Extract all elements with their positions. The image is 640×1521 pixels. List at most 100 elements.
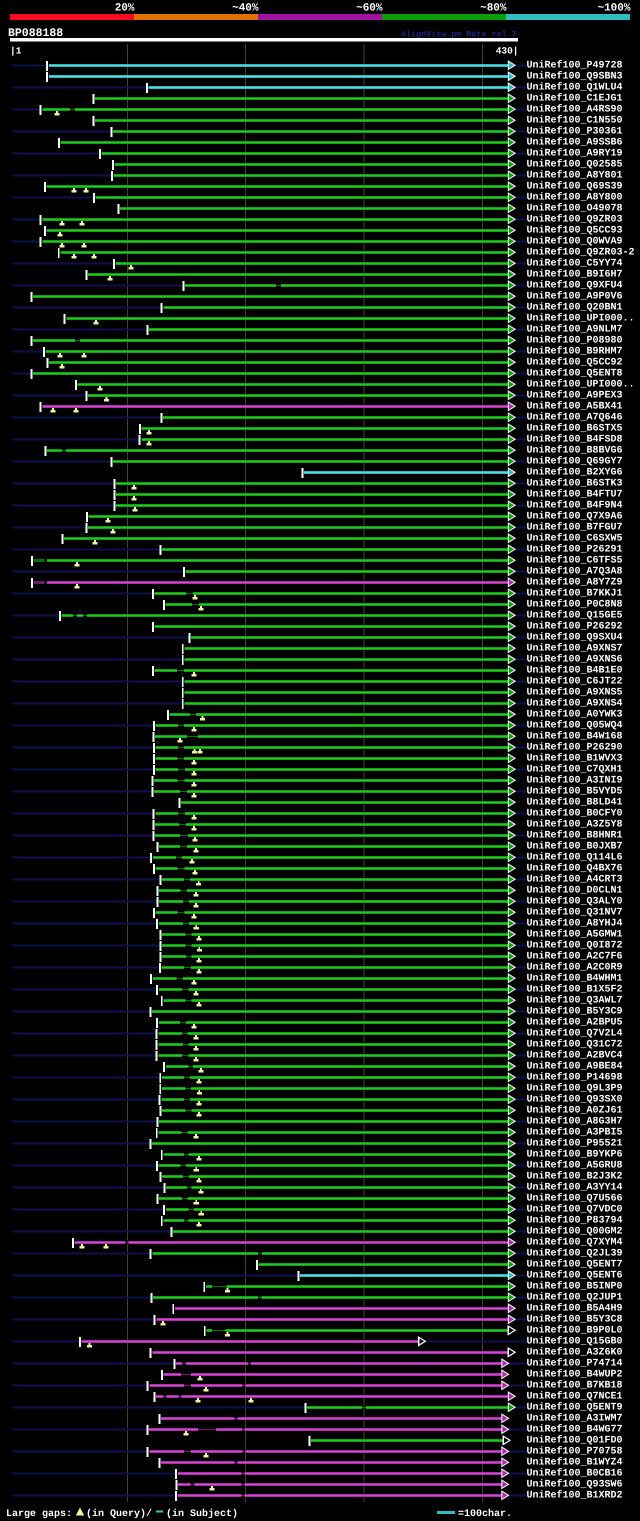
svg-text:UniRef100_Q4BX76: UniRef100_Q4BX76 [527,862,623,874]
svg-text:BP088188: BP088188 [8,27,63,40]
svg-text:UniRef100_C5YY74: UniRef100_C5YY74 [527,257,623,269]
svg-text:UniRef100_B4WG77: UniRef100_B4WG77 [527,1423,623,1435]
svg-text:UniRef100_B5Y3C8: UniRef100_B5Y3C8 [527,1313,623,1325]
svg-text:UniRef100_Q01FD0: UniRef100_Q01FD0 [527,1434,623,1446]
svg-text:UniRef100_A9XNS4: UniRef100_A9XNS4 [527,697,623,709]
svg-text:UniRef100_P95521: UniRef100_P95521 [527,1137,623,1149]
svg-text:UniRef100_Q5CC93: UniRef100_Q5CC93 [527,224,623,236]
svg-text:UniRef100_Q7VDC0: UniRef100_Q7VDC0 [527,1203,623,1215]
svg-text:(in Query)/: (in Query)/ [86,1508,152,1520]
svg-text:UniRef100_B5INP0: UniRef100_B5INP0 [527,1280,623,1292]
svg-text:UniRef100_P74714: UniRef100_P74714 [527,1357,623,1369]
svg-text:UniRef100_A9BE84: UniRef100_A9BE84 [527,1060,623,1072]
svg-text:UniRef100_A0ZJ61: UniRef100_A0ZJ61 [527,1104,623,1116]
svg-text:UniRef100_B4B1E0: UniRef100_B4B1E0 [527,664,623,676]
svg-text:UniRef100_C6JT22: UniRef100_C6JT22 [527,675,623,687]
svg-text:UniRef100_P30361: UniRef100_P30361 [527,125,623,137]
svg-text:UniRef100_A8Y7Z9: UniRef100_A8Y7Z9 [527,576,623,588]
svg-text:UniRef100_Q0WVA9: UniRef100_Q0WVA9 [527,235,623,247]
svg-text:UniRef100_B8HNR1: UniRef100_B8HNR1 [527,829,623,841]
svg-text:UniRef100_A5BX41: UniRef100_A5BX41 [527,400,623,412]
svg-text:UniRef100_P26292: UniRef100_P26292 [527,620,623,632]
svg-text:UniRef100_Q93SW6: UniRef100_Q93SW6 [527,1478,623,1490]
svg-text:UniRef100_B1WYZ4: UniRef100_B1WYZ4 [527,1456,623,1468]
svg-text:UniRef100_Q93SX0: UniRef100_Q93SX0 [527,1093,623,1105]
svg-text:UniRef100_Q69GY7: UniRef100_Q69GY7 [527,455,623,467]
svg-text:UniRef100_P83794: UniRef100_P83794 [527,1214,623,1226]
svg-text:UniRef100_Q20BN1: UniRef100_Q20BN1 [527,301,623,313]
svg-text:UniRef100_Q3AWL7: UniRef100_Q3AWL7 [527,994,623,1006]
svg-text:UniRef100_Q2JUP1: UniRef100_Q2JUP1 [527,1291,623,1303]
svg-text:UniRef100_Q9L3P9: UniRef100_Q9L3P9 [527,1082,623,1094]
svg-text:UniRef100_B0JXB7: UniRef100_B0JXB7 [527,840,623,852]
svg-text:UniRef100_C7QXH1: UniRef100_C7QXH1 [527,763,623,775]
svg-text:UniRef100_A9XNS7: UniRef100_A9XNS7 [527,642,623,654]
svg-text:UniRef100_B4FSD8: UniRef100_B4FSD8 [527,433,623,445]
svg-text:UniRef100_Q9ZR03-2: UniRef100_Q9ZR03-2 [527,246,635,258]
svg-text:UniRef100_P08980: UniRef100_P08980 [527,334,623,346]
svg-text:UniRef100_A3YY14: UniRef100_A3YY14 [527,1181,623,1193]
svg-text:UniRef100_A5GRU8: UniRef100_A5GRU8 [527,1159,623,1171]
svg-text:UniRef100_A9XNS5: UniRef100_A9XNS5 [527,686,623,698]
svg-text:UniRef100_C1N550: UniRef100_C1N550 [527,114,623,126]
svg-text:UniRef100_B1XRD2: UniRef100_B1XRD2 [527,1489,623,1501]
svg-text:UniRef100_Q00GM2: UniRef100_Q00GM2 [527,1225,623,1237]
svg-text:UniRef100_B7KKJ1: UniRef100_B7KKJ1 [527,587,623,599]
svg-text:UniRef100_Q0I872: UniRef100_Q0I872 [527,939,623,951]
svg-text:UniRef100_B5Y3C9: UniRef100_B5Y3C9 [527,1005,623,1017]
svg-text:UniRef100_B4FTU7: UniRef100_B4FTU7 [527,488,623,500]
svg-text:(in Subject): (in Subject) [166,1508,238,1520]
svg-text:UniRef100_Q1WLU4: UniRef100_Q1WLU4 [527,81,623,93]
svg-text:UniRef100_Q05WQ4: UniRef100_Q05WQ4 [527,719,623,731]
svg-text:UniRef100_Q3ALY0: UniRef100_Q3ALY0 [527,895,623,907]
svg-text:UniRef100_A5GMW1: UniRef100_A5GMW1 [527,928,623,940]
svg-text:UniRef100_A3Z6K0: UniRef100_A3Z6K0 [527,1346,623,1358]
svg-text:UniRef100_Q31C72: UniRef100_Q31C72 [527,1038,623,1050]
svg-text:UniRef100_A2BVC4: UniRef100_A2BVC4 [527,1049,623,1061]
svg-text:UniRef100_A9RY19: UniRef100_A9RY19 [527,147,623,159]
svg-text:UniRef100_B7KB18: UniRef100_B7KB18 [527,1379,623,1391]
svg-text:UniRef100_A2BPU5: UniRef100_A2BPU5 [527,1016,623,1028]
svg-text:UniRef100_B2XYG6: UniRef100_B2XYG6 [527,466,623,478]
svg-text:UniRef100_B7FGU7: UniRef100_B7FGU7 [527,521,623,533]
svg-text:UniRef100_A9XNS6: UniRef100_A9XNS6 [527,653,623,665]
svg-text:UniRef100_A3Z5Y8: UniRef100_A3Z5Y8 [527,818,623,830]
svg-text:UniRef100_B2J3K2: UniRef100_B2J3K2 [527,1170,623,1182]
svg-text:UniRef100_Q69S39: UniRef100_Q69S39 [527,180,623,192]
svg-text:UniRef100_B6STK3: UniRef100_B6STK3 [527,477,623,489]
svg-text:UniRef100_B1X5F2: UniRef100_B1X5F2 [527,983,623,995]
svg-text:UniRef100_A4RS90: UniRef100_A4RS90 [527,103,623,115]
svg-text:UniRef100_C1EJG1: UniRef100_C1EJG1 [527,92,623,104]
svg-text:UniRef100_Q5CC92: UniRef100_Q5CC92 [527,356,623,368]
svg-text:UniRef100_A3INI9: UniRef100_A3INI9 [527,774,623,786]
svg-text:UniRef100_Q7NCE1: UniRef100_Q7NCE1 [527,1390,623,1402]
svg-text:UniRef100_B5A4H9: UniRef100_B5A4H9 [527,1302,623,1314]
svg-text:UniRef100_A0YWK3: UniRef100_A0YWK3 [527,708,623,720]
svg-text:UniRef100_Q2JL39: UniRef100_Q2JL39 [527,1247,623,1259]
svg-text:UniRef100_B0CFY0: UniRef100_B0CFY0 [527,807,623,819]
svg-text:UniRef100_Q5ENT7: UniRef100_Q5ENT7 [527,1258,623,1270]
svg-text:UniRef100_Q02585: UniRef100_Q02585 [527,158,623,170]
svg-text:430|: 430| [496,46,519,57]
svg-text:UniRef100_B9RHM7: UniRef100_B9RHM7 [527,345,623,357]
svg-text:UniRef100_B8BVG6: UniRef100_B8BVG6 [527,444,623,456]
svg-text:UniRef100_B4W168: UniRef100_B4W168 [527,730,623,742]
svg-text:UniRef100_A8YHJ4: UniRef100_A8YHJ4 [527,917,623,929]
svg-text:UniRef100_A8Y800: UniRef100_A8Y800 [527,191,623,203]
svg-text:UniRef100_P0C8N8: UniRef100_P0C8N8 [527,598,623,610]
svg-text:UniRef100_Q7XYM4: UniRef100_Q7XYM4 [527,1236,623,1248]
svg-text:UniRef100_B5VYD5: UniRef100_B5VYD5 [527,785,623,797]
svg-text:~40%: ~40% [232,3,259,15]
svg-text:|1: |1 [10,46,22,57]
svg-text:UniRef100_Q5ENT9: UniRef100_Q5ENT9 [527,1401,623,1413]
svg-text:UniRef100_B9P0L0: UniRef100_B9P0L0 [527,1324,623,1336]
svg-text:UniRef100_A9PEX3: UniRef100_A9PEX3 [527,389,623,401]
svg-text:UniRef100_A8G3H7: UniRef100_A8G3H7 [527,1115,623,1127]
svg-text:UniRef100_A4CRT3: UniRef100_A4CRT3 [527,873,623,885]
svg-text:UniRef100_C6TFS5: UniRef100_C6TFS5 [527,554,623,566]
svg-text:UniRef100_A9NLM7: UniRef100_A9NLM7 [527,323,623,335]
svg-text:UniRef100_Q5ENT8: UniRef100_Q5ENT8 [527,367,623,379]
svg-text:UniRef100_B1WVX3: UniRef100_B1WVX3 [527,752,623,764]
svg-text:UniRef100_Q15GB0: UniRef100_Q15GB0 [527,1335,623,1347]
svg-text:UniRef100_A8Y801: UniRef100_A8Y801 [527,169,623,181]
